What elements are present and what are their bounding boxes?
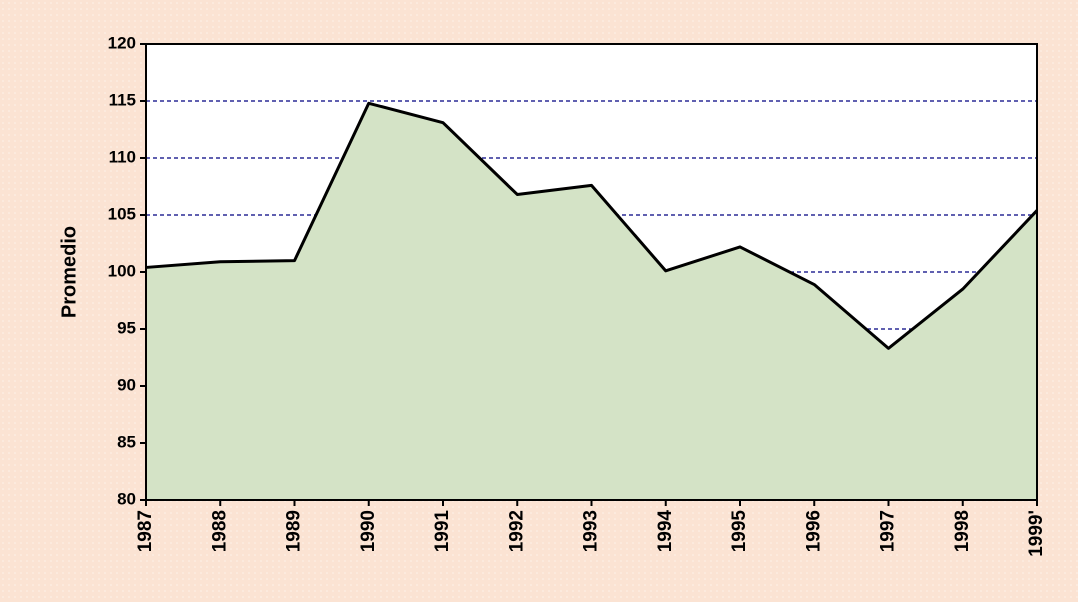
x-tick-label: 1988 [209, 510, 230, 552]
y-tick-label: 115 [109, 90, 136, 109]
x-tick-label: 1999' [1026, 510, 1047, 557]
x-tick-label: 1997 [878, 510, 899, 552]
x-tick-label: 1987 [135, 510, 156, 552]
x-tick-label: 1993 [581, 510, 602, 552]
y-tick-label: 100 [108, 261, 136, 280]
x-tick-label: 1996 [803, 510, 824, 552]
line [145, 101, 1039, 350]
x-tick-label: 1992 [506, 510, 527, 552]
x-tick-label: 1991 [432, 510, 453, 553]
y-tick-label: 80 [117, 489, 136, 508]
y-axis-title: Promedio [58, 226, 80, 318]
x-tick-label: 1995 [729, 510, 750, 553]
area [146, 103, 1037, 500]
y-tick-label: 120 [108, 33, 136, 52]
y-tick-label: 90 [117, 375, 136, 394]
y-tick-label: 105 [108, 204, 136, 223]
x-tick-label: 1989 [284, 510, 305, 552]
y-tick-label: 95 [117, 318, 136, 337]
x-tick-label: 1990 [358, 510, 379, 552]
y-tick-label: 110 [109, 147, 136, 166]
y-tick-label: 85 [117, 432, 136, 451]
x-tick-label: 1998 [952, 510, 973, 552]
x-tick-label: 1994 [655, 510, 676, 553]
